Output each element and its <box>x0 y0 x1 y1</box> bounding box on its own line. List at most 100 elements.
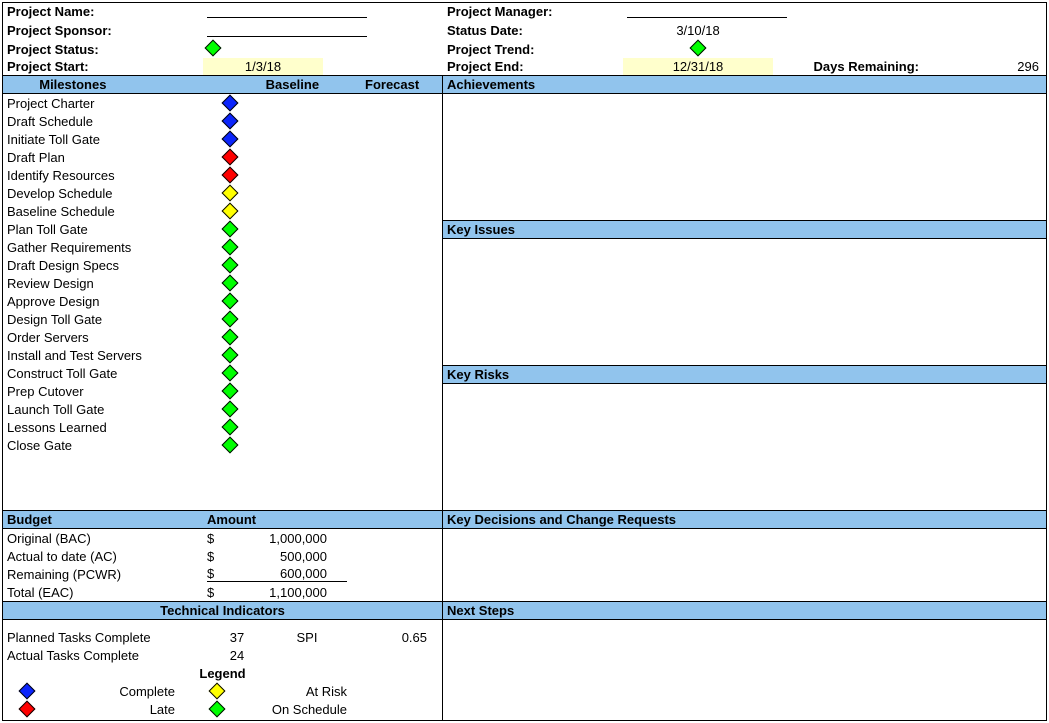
milestone-label: Design Toll Gate <box>7 312 200 327</box>
milestone-status <box>200 277 259 289</box>
decisions-panel: Key Decisions and Change Requests <box>443 510 1046 601</box>
forecast-header: Forecast <box>342 76 442 93</box>
actual-label: Actual Tasks Complete <box>7 648 207 663</box>
budget-label: Remaining (PCWR) <box>7 567 207 582</box>
diamond-icon <box>221 437 238 454</box>
milestones-header: Milestones <box>3 76 143 93</box>
next-steps-body <box>443 620 1046 720</box>
legend-row: Late On Schedule <box>3 700 442 718</box>
budget-label: Actual to date (AC) <box>7 549 207 564</box>
currency-symbol: $ <box>207 585 237 600</box>
project-trend-value <box>623 41 773 58</box>
milestone-status <box>200 367 259 379</box>
milestone-label: Initiate Toll Gate <box>7 132 200 147</box>
diamond-icon <box>209 701 226 718</box>
milestone-row: Design Toll Gate <box>3 310 442 328</box>
milestone-label: Prep Cutover <box>7 384 200 399</box>
milestone-row: Lessons Learned <box>3 418 442 436</box>
budget-header-row: Budget Amount <box>3 510 442 529</box>
diamond-icon <box>221 113 238 130</box>
baseline-header: Baseline <box>242 76 342 93</box>
diamond-icon <box>221 149 238 166</box>
milestone-row: Review Design <box>3 274 442 292</box>
spi-label: SPI <box>267 630 347 645</box>
milestone-label: Install and Test Servers <box>7 348 200 363</box>
milestone-label: Approve Design <box>7 294 200 309</box>
main-area: Milestones Baseline Forecast Project Cha… <box>3 76 1046 510</box>
budget-label: Original (BAC) <box>7 531 207 546</box>
legend-label: Late <box>47 702 187 717</box>
diamond-icon <box>221 275 238 292</box>
diamond-icon <box>221 401 238 418</box>
milestone-status <box>200 349 259 361</box>
milestone-status <box>200 223 259 235</box>
project-sponsor-label: Project Sponsor: <box>3 22 203 41</box>
milestones-panel: Milestones Baseline Forecast Project Cha… <box>3 76 443 510</box>
budget-decisions-area: Budget Amount Original (BAC)$1,000,000Ac… <box>3 510 1046 601</box>
budget-row: Total (EAC)$1,100,000 <box>3 583 442 601</box>
milestone-row: Develop Schedule <box>3 184 442 202</box>
days-remaining-value: 296 <box>923 58 1043 75</box>
diamond-icon <box>221 329 238 346</box>
project-start-value: 1/3/18 <box>203 58 323 75</box>
legend-rows: CompleteAt RiskLateOn Schedule <box>3 682 442 718</box>
budget-amount: 600,000 <box>237 566 347 582</box>
project-status-value <box>203 41 323 58</box>
key-issues-header: Key Issues <box>443 220 1046 239</box>
budget-label: Total (EAC) <box>7 585 207 600</box>
diamond-icon <box>221 131 238 148</box>
diamond-icon <box>221 311 238 328</box>
milestone-row: Install and Test Servers <box>3 346 442 364</box>
milestone-status <box>200 385 259 397</box>
diamond-icon <box>221 203 238 220</box>
next-steps-header: Next Steps <box>443 601 1046 620</box>
milestone-status <box>200 259 259 271</box>
days-remaining-label: Days Remaining: <box>773 58 923 75</box>
milestone-status <box>200 241 259 253</box>
project-name-label: Project Name: <box>3 3 203 22</box>
key-issues-body <box>443 239 1046 365</box>
project-trend-label: Project Trend: <box>443 41 623 58</box>
milestone-status <box>200 421 259 433</box>
milestone-row: Launch Toll Gate <box>3 400 442 418</box>
legend-label: On Schedule <box>247 702 407 717</box>
diamond-icon <box>221 221 238 238</box>
milestone-label: Draft Plan <box>7 150 200 165</box>
diamond-icon <box>221 95 238 112</box>
diamond-icon <box>221 167 238 184</box>
budget-row: Remaining (PCWR)$600,000 <box>3 565 442 583</box>
diamond-icon <box>221 419 238 436</box>
milestone-status <box>200 313 259 325</box>
milestone-row: Baseline Schedule <box>3 202 442 220</box>
milestone-label: Review Design <box>7 276 200 291</box>
milestone-row: Initiate Toll Gate <box>3 130 442 148</box>
diamond-icon <box>221 365 238 382</box>
planned-label: Planned Tasks Complete <box>7 630 207 645</box>
milestone-status <box>200 439 259 451</box>
milestone-row: Construct Toll Gate <box>3 364 442 382</box>
budget-row: Original (BAC)$1,000,000 <box>3 529 442 547</box>
milestone-label: Draft Design Specs <box>7 258 200 273</box>
diamond-icon <box>221 383 238 400</box>
milestone-label: Project Charter <box>7 96 200 111</box>
milestone-status <box>200 97 259 109</box>
milestone-status <box>200 205 259 217</box>
project-status-label: Project Status: <box>3 41 203 58</box>
milestone-label: Baseline Schedule <box>7 204 200 219</box>
milestone-status <box>200 133 259 145</box>
budget-rows: Original (BAC)$1,000,000Actual to date (… <box>3 529 442 601</box>
status-date-value: 3/10/18 <box>623 22 773 41</box>
milestone-row: Identify Resources <box>3 166 442 184</box>
diamond-icon <box>221 239 238 256</box>
key-risks-body <box>443 384 1046 510</box>
milestone-label: Lessons Learned <box>7 420 200 435</box>
budget-row: Actual to date (AC)$500,000 <box>3 547 442 565</box>
diamond-icon <box>690 40 707 57</box>
milestone-row: Prep Cutover <box>3 382 442 400</box>
nextsteps-panel: Next Steps <box>443 601 1046 720</box>
milestone-row: Gather Requirements <box>3 238 442 256</box>
diamond-icon <box>221 257 238 274</box>
achievements-header: Achievements <box>443 76 1046 94</box>
spi-value: 0.65 <box>347 630 427 645</box>
ti-actual-row: Actual Tasks Complete 24 <box>3 646 442 664</box>
